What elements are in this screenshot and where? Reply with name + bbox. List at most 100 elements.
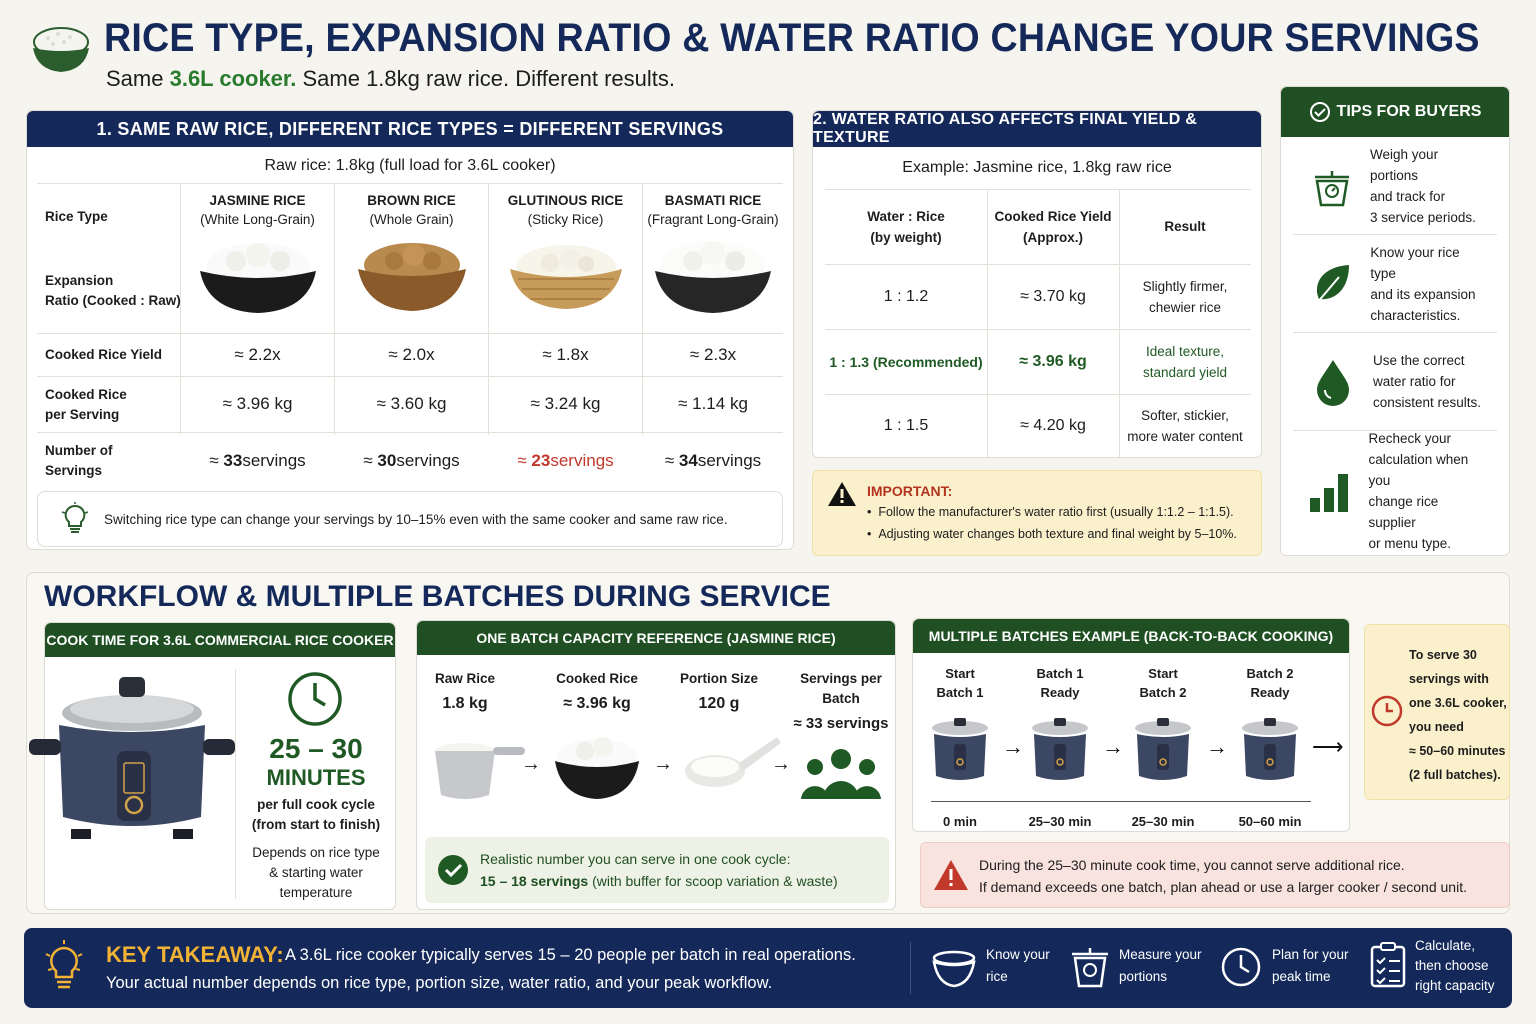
cook-time-header: COOK TIME FOR 3.6L COMMERCIAL RICE COOKE…	[45, 623, 395, 657]
rice-name: BASMATI RICE	[664, 193, 762, 208]
check-circle-icon	[1309, 102, 1330, 122]
water-row-1-ratio: 1 : 1.2	[883, 287, 929, 305]
yield-jasmine: ≈ 3.96 kg	[222, 394, 293, 413]
batch-capacity-card: ONE BATCH CAPACITY REFERENCE (JASMINE RI…	[416, 620, 896, 910]
batch-warning-line-1: During the 25–30 minute cook time, you c…	[979, 857, 1405, 873]
bar-chart-icon	[1309, 474, 1348, 512]
stage-4-time: 50–60 min	[1238, 814, 1302, 829]
check-circle-icon	[438, 855, 468, 885]
realistic-value-line: 15 – 18 servings (with buffer for scoop …	[480, 873, 838, 889]
checklist-icon	[1370, 942, 1406, 988]
batches-callout-text: To serve 30 servings with one 3.6L cooke…	[1409, 648, 1507, 782]
section-rice-types: 1. SAME RAW RICE, DIFFERENT RICE TYPES =…	[26, 110, 794, 550]
yield-brown: ≈ 3.60 kg	[376, 394, 447, 413]
page-title: RICE TYPE, EXPANSION RATIO & WATER RATIO…	[104, 16, 1480, 60]
rice-type-tip-box: Switching rice type can change your serv…	[37, 491, 783, 547]
rice-column-glutinous: GLUTINOUS RICE (Sticky Rice)	[489, 183, 642, 315]
tip-text: Recheck your calculation when you change…	[1368, 431, 1469, 551]
tip-item: Weigh your portions and track for 3 serv…	[1293, 137, 1497, 235]
water-drop-icon	[1317, 359, 1349, 406]
header-bowl-icon	[30, 20, 92, 76]
tips-list: Weigh your portions and track for 3 serv…	[1281, 137, 1509, 551]
batch-warning-line-2: If demand exceeds one batch, plan ahead …	[979, 879, 1467, 895]
takeaway-item-2: Measure your portions	[1119, 947, 1202, 984]
water-row-2-ratio: 1 : 1.3 (Recommended)	[829, 353, 983, 370]
key-takeaway-label: KEY TAKEAWAY:	[106, 942, 284, 967]
important-title: IMPORTANT:	[867, 483, 953, 499]
measuring-cup-image	[435, 743, 525, 799]
batch-cookers-row: → → → ⟶	[932, 718, 1344, 780]
water-row-1-yield: ≈ 3.70 kg	[1020, 287, 1086, 305]
clock-icon	[1221, 947, 1261, 987]
rice-sub: (Sticky Rice)	[527, 212, 604, 227]
scale-icon	[1314, 170, 1349, 206]
basmati-rice-bowl-image	[655, 241, 771, 313]
warning-icon	[828, 482, 856, 506]
cook-time-unit: MINUTES	[266, 765, 366, 790]
svg-text:⟶: ⟶	[1312, 734, 1344, 759]
mini-cooker-3	[1135, 718, 1191, 780]
arrow-icon: →	[521, 753, 541, 775]
arrow-icon: →	[771, 753, 791, 775]
batch-step-raw: Raw Rice 1.8 kg	[434, 671, 496, 712]
people-group-icon	[801, 749, 881, 799]
lightbulb-icon	[45, 940, 83, 989]
header-result: Result	[1164, 219, 1206, 234]
stage-2-label: Batch 1 Ready	[1036, 666, 1084, 700]
subtitle-highlight: 3.6L cooker.	[169, 66, 297, 91]
rice-name: JASMINE RICE	[209, 193, 306, 208]
tips-panel: TIPS FOR BUYERS Weigh your portions and …	[1280, 86, 1510, 556]
ratio-brown: ≈ 2.0x	[388, 344, 435, 364]
realistic-box: Realistic number you can serve in one co…	[425, 837, 889, 903]
lightbulb-icon	[61, 502, 89, 533]
water-row-2-yield: ≈ 3.96 kg	[1019, 352, 1087, 370]
cook-time-card: COOK TIME FOR 3.6L COMMERCIAL RICE COOKE…	[29, 622, 396, 910]
multiple-batches-header: MULTIPLE BATCHES EXAMPLE (BACK-TO-BACK C…	[913, 619, 1349, 653]
key-takeaway-line-1: A 3.6L rice cooker typically serves 15 –…	[285, 946, 856, 964]
water-row-2-result: Ideal texture, standard yield	[1142, 343, 1228, 380]
row-label-rice-type: Rice Type	[45, 209, 108, 224]
stage-1-time: 0 min	[943, 814, 977, 829]
tip-item: Use the correct water ratio for consiste…	[1293, 333, 1497, 431]
batch-step-portion: Portion Size 120 g	[679, 671, 758, 712]
water-row-3-ratio: 1 : 1.5	[883, 416, 929, 434]
warning-icon	[934, 860, 968, 890]
important-item-2: • Adjusting water changes both texture a…	[867, 527, 1237, 541]
jasmine-rice-bowl-image	[199, 243, 316, 313]
svg-text:→: →	[1002, 734, 1024, 759]
tip-text: Weigh your portions and track for 3 serv…	[1370, 146, 1476, 225]
rice-column-basmati: BASMATI RICE (Fragrant Long-Grain)	[643, 183, 783, 315]
section-water-ratio-header: 2. WATER RATIO ALSO AFFECTS FINAL YIELD …	[813, 111, 1261, 147]
rice-type-table: Rice Type Expansion Ratio (Cooked : Raw)…	[37, 183, 783, 523]
rice-column-jasmine: JASMINE RICE (White Long-Grain)	[181, 183, 334, 315]
water-row-1-result: Slightly firmer, chewier rice	[1142, 278, 1228, 315]
ratio-basmati: ≈ 2.3x	[689, 344, 737, 364]
tips-header: TIPS FOR BUYERS	[1281, 87, 1509, 137]
stage-2-time: 25–30 min	[1028, 814, 1092, 829]
key-takeaway-line-2: Your actual number depends on rice type,…	[106, 974, 773, 992]
row-label-per-serving: Cooked Rice per Serving	[45, 387, 127, 422]
rice-scoop-image	[685, 737, 781, 787]
water-example: Example: Jasmine rice, 1.8kg raw rice	[902, 159, 1172, 176]
water-row-3-yield: ≈ 4.20 kg	[1020, 416, 1086, 434]
tip-text: Use the correct water ratio for consiste…	[1373, 353, 1482, 410]
clock-icon	[1371, 695, 1403, 727]
water-row-3-result: Softer, stickier, more water content	[1127, 407, 1243, 444]
header-water-ratio: Water : Rice (by weight)	[867, 208, 945, 245]
cook-time-desc: per full cook cycle (from start to finis…	[251, 797, 381, 832]
water-ratio-table: Water : Rice (by weight) Cooked Rice Yie…	[825, 189, 1251, 457]
stage-4-label: Batch 2 Ready	[1246, 666, 1294, 700]
batch-step-servings: Servings per Batch ≈ 33 servings	[793, 671, 889, 732]
rice-name: BROWN RICE	[367, 193, 456, 208]
servings-basmati: ≈ 34 servings	[664, 451, 762, 470]
ratio-jasmine: ≈ 2.2x	[234, 344, 281, 364]
realistic-label: Realistic number you can serve in one co…	[480, 851, 791, 867]
batch-warning-box: During the 25–30 minute cook time, you c…	[920, 842, 1510, 908]
takeaway-item-1: Know your rice	[986, 947, 1050, 984]
rice-sub: (Whole Grain)	[369, 212, 454, 227]
ratio-glutinous: ≈ 1.8x	[542, 344, 589, 364]
rice-sub: (White Long-Grain)	[200, 212, 315, 227]
mini-cooker-2	[1032, 718, 1088, 780]
yield-glutinous: ≈ 3.24 kg	[530, 394, 601, 413]
servings-jasmine: ≈ 33 servings	[209, 451, 306, 470]
